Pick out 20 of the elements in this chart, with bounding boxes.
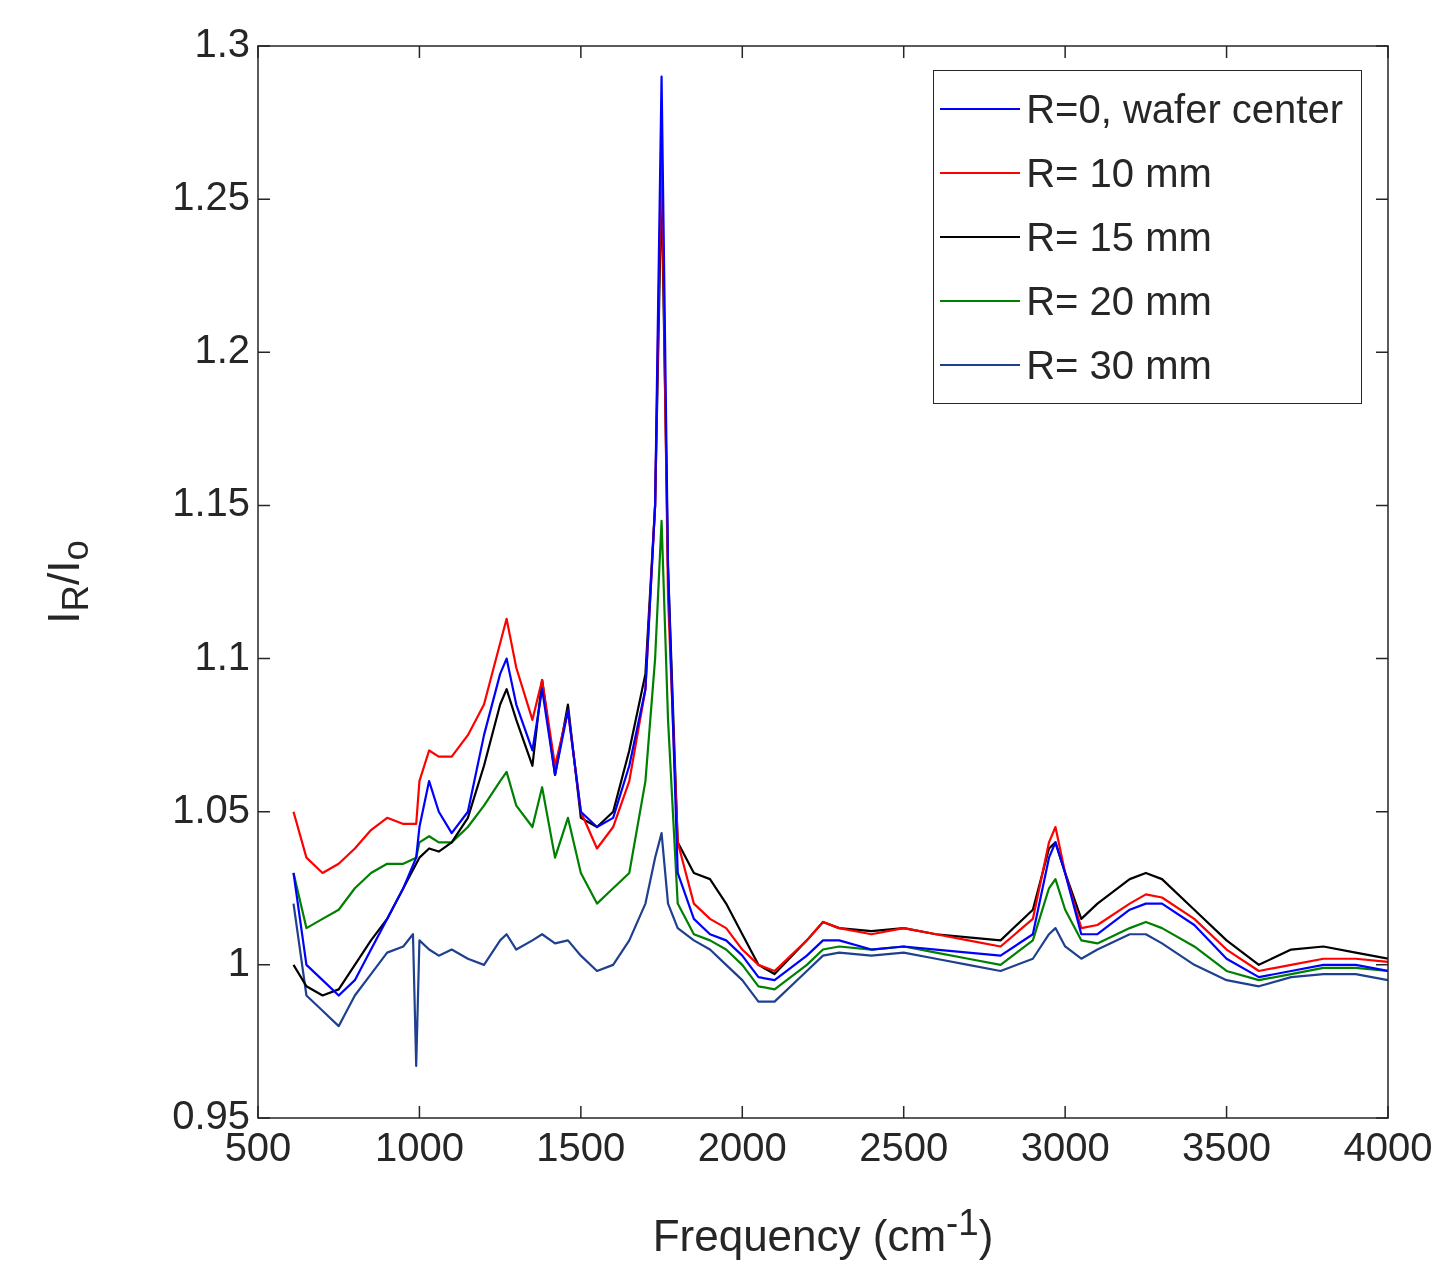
legend-label: R= 30 mm [1026,342,1212,389]
y-tick-label: 1 [227,939,250,984]
legend-label: R= 20 mm [1026,278,1212,325]
x-tick-label: 4000 [1343,1125,1433,1170]
y-tick-label: 1.05 [172,786,250,831]
x-tick-label: 3000 [1020,1125,1110,1170]
legend-label: R= 15 mm [1026,214,1212,261]
x-tick-label: 1000 [374,1125,464,1170]
y-tick-label: 1.15 [172,480,250,525]
x-tick-label: 2500 [859,1125,949,1170]
y-tick-label: 1.1 [194,633,250,678]
y-tick-label: 1.2 [194,327,250,372]
y-tick-label: 1.25 [172,174,250,219]
x-tick-label: 3500 [1182,1125,1272,1170]
y-tick-label: 1.3 [194,21,250,66]
legend-label: R= 10 mm [1026,150,1212,197]
x-axis-title: Frequency (cm$^{-1}$) [652,1202,994,1261]
x-tick-label: 1500 [536,1125,626,1170]
x-tick-label: 2000 [697,1125,787,1170]
legend-label: R=0, wafer center [1026,86,1343,133]
